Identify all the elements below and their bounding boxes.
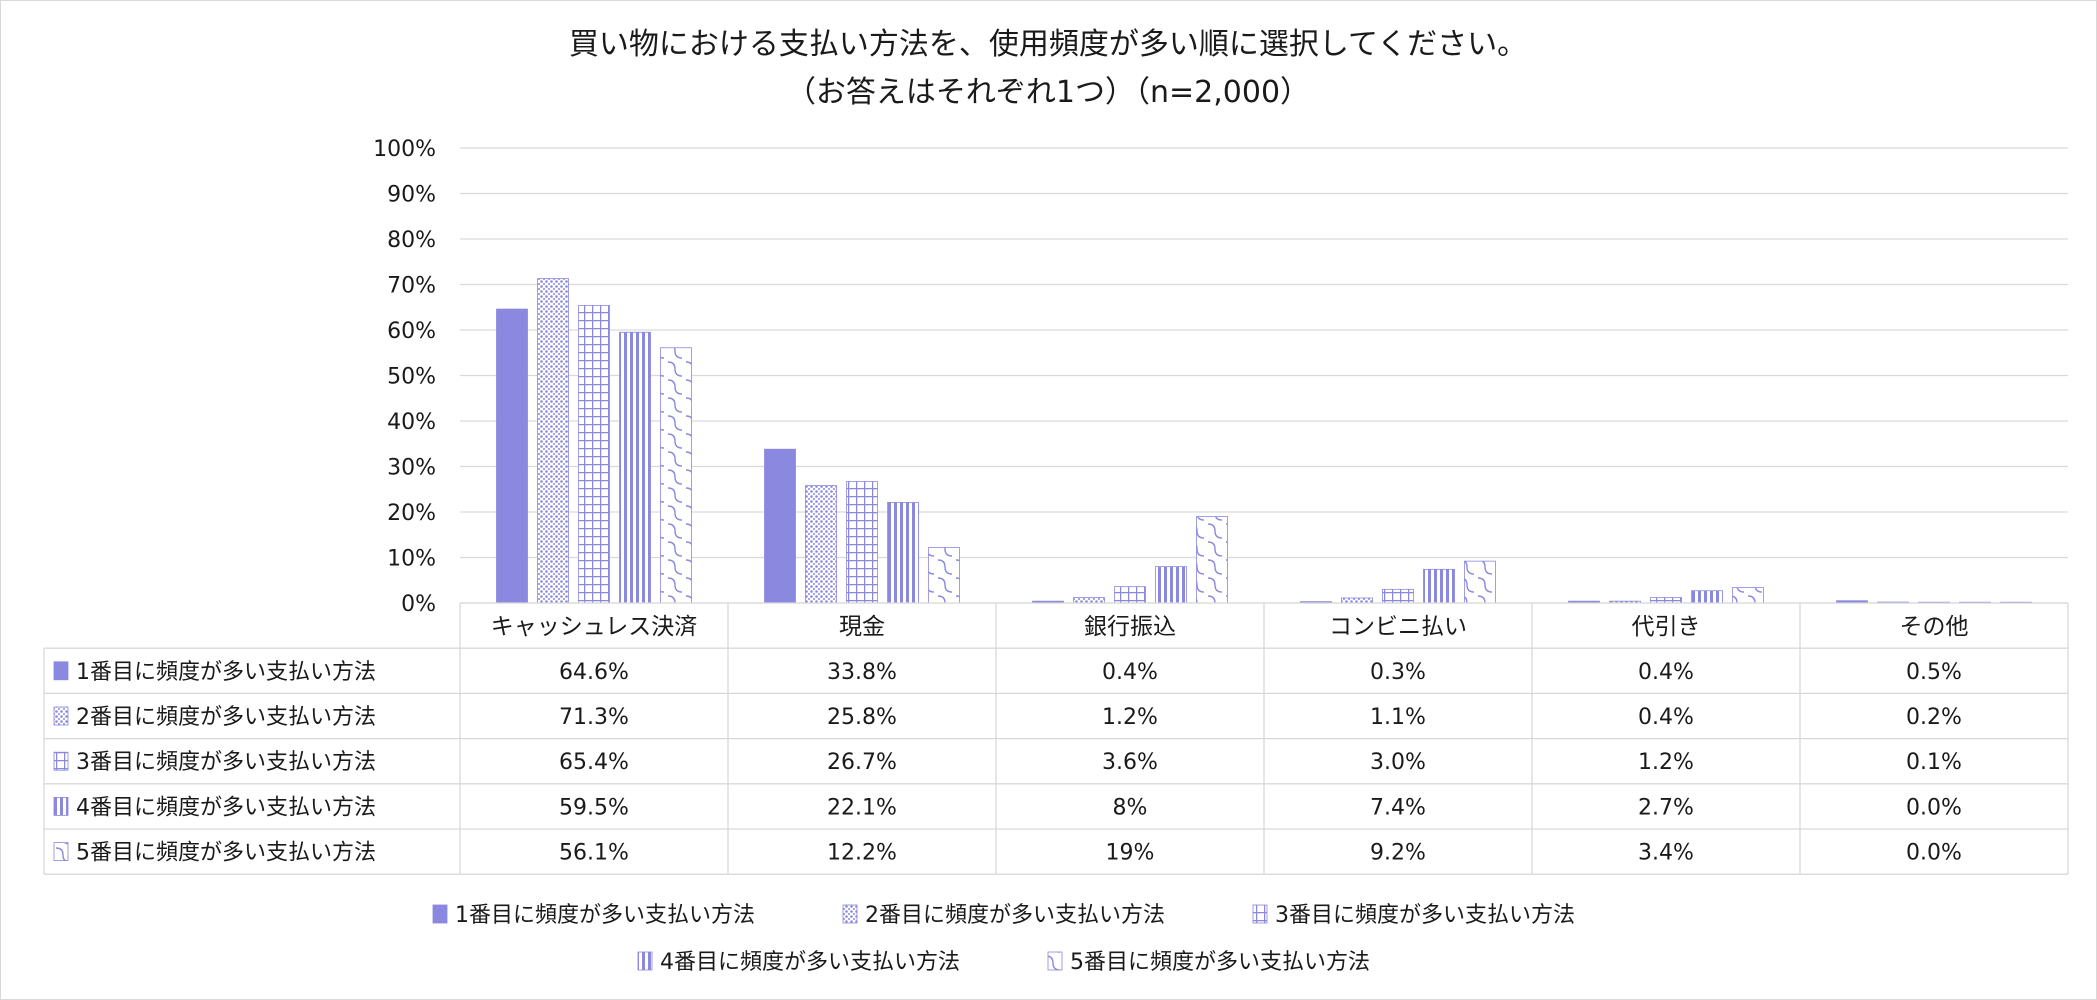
series-row-label: 5番目に頻度が多い支払い方法 <box>76 841 376 866</box>
legend-key <box>53 661 69 681</box>
bar <box>619 331 651 604</box>
bar <box>1382 588 1414 604</box>
category-label: 現金 <box>839 614 885 640</box>
y-tick-label: 60% <box>387 319 436 344</box>
data-label: 0.4% <box>1638 660 1694 685</box>
bar <box>537 278 569 604</box>
data-label: 56.1% <box>559 841 629 866</box>
y-tick-label: 50% <box>387 365 436 390</box>
data-label: 65.4% <box>559 750 629 775</box>
data-label: 59.5% <box>559 795 629 820</box>
data-label: 0.4% <box>1638 705 1694 730</box>
series-row-label: 3番目に頻度が多い支払い方法 <box>76 750 376 775</box>
data-label: 22.1% <box>827 795 897 820</box>
bar <box>846 481 878 604</box>
data-label: 3.6% <box>1102 750 1158 775</box>
y-axis-ticks: 0% 10% 20% 30% 40% 50% 60% 70% 80% 90% 100% <box>373 137 436 617</box>
bar <box>1073 597 1105 604</box>
y-tick-label: 30% <box>387 456 436 481</box>
data-label: 3.4% <box>1638 841 1694 866</box>
legend: 1番目に頻度が多い支払い方法 2番目に頻度が多い支払い方法 3番目に頻度が多い支払い… <box>432 903 1575 975</box>
data-label: 8% <box>1113 795 1148 820</box>
legend-item-label: 5番目に頻度が多い支払い方法 <box>1070 950 1370 975</box>
data-label: 0.3% <box>1370 660 1426 685</box>
category-label: 代引き <box>1632 614 1701 640</box>
bars <box>496 278 2032 604</box>
legend-key <box>842 904 858 924</box>
bar <box>1114 586 1146 604</box>
legend-item-label: 4番目に頻度が多い支払い方法 <box>660 950 960 975</box>
data-label: 2.7% <box>1638 795 1694 820</box>
bar <box>1732 587 1764 604</box>
bar <box>1341 597 1373 604</box>
data-label: 1.1% <box>1370 705 1426 730</box>
bar <box>578 305 610 604</box>
legend-key <box>53 706 69 726</box>
category-label: キャッシュレス決済 <box>491 614 698 640</box>
legend-item-label: 2番目に頻度が多い支払い方法 <box>865 903 1165 928</box>
legend-key <box>637 951 653 971</box>
legend-item-label: 3番目に頻度が多い支払い方法 <box>1275 903 1575 928</box>
bar <box>1423 568 1455 604</box>
bar <box>1691 590 1723 604</box>
bar <box>660 347 692 604</box>
data-label: 71.3% <box>559 705 629 730</box>
data-label: 64.6% <box>559 660 629 685</box>
bar <box>1464 560 1496 604</box>
bar <box>1155 566 1187 604</box>
y-tick-label: 40% <box>387 410 436 435</box>
legend-key <box>53 751 69 771</box>
series-row-label: 1番目に頻度が多い支払い方法 <box>76 660 376 685</box>
bar <box>887 502 919 604</box>
chart-title: 買い物における支払い方法を、使用頻度が多い順に選択してください。 <box>569 27 1527 62</box>
data-label: 1.2% <box>1102 705 1158 730</box>
data-label: 26.7% <box>827 750 897 775</box>
y-tick-label: 80% <box>387 228 436 253</box>
data-label: 33.8% <box>827 660 897 685</box>
data-label: 0.2% <box>1906 705 1962 730</box>
y-tick-label: 10% <box>387 547 436 572</box>
data-label: 0.0% <box>1906 795 1962 820</box>
bar <box>1650 597 1682 604</box>
legend-key <box>1047 951 1063 971</box>
category-label: 銀行振込 <box>1084 614 1176 640</box>
data-label: 9.2% <box>1370 841 1426 866</box>
legend-key <box>53 797 69 816</box>
y-tick-label: 20% <box>387 501 436 526</box>
category-label: コンビニ払い <box>1329 614 1467 640</box>
bar <box>764 448 796 604</box>
data-label: 0.4% <box>1102 660 1158 685</box>
legend-key <box>1252 904 1268 924</box>
series-row-label: 2番目に頻度が多い支払い方法 <box>76 705 376 730</box>
bar <box>928 547 960 604</box>
y-tick-label: 90% <box>387 183 436 208</box>
data-label: 1.2% <box>1638 750 1694 775</box>
gridlines <box>460 147 2068 604</box>
data-label: 0.5% <box>1906 660 1962 685</box>
data-label: 12.2% <box>827 841 897 866</box>
data-label: 19% <box>1106 841 1155 866</box>
legend-key <box>53 842 69 861</box>
data-label: 0.1% <box>1906 750 1962 775</box>
data-label: 3.0% <box>1370 750 1426 775</box>
series-row-label: 4番目に頻度が多い支払い方法 <box>76 795 376 820</box>
y-tick-label: 0% <box>401 592 436 617</box>
y-tick-label: 100% <box>373 137 436 162</box>
bar <box>1196 516 1228 604</box>
bar <box>496 308 528 604</box>
category-label: その他 <box>1900 614 1969 640</box>
legend-key <box>432 904 448 924</box>
data-label: 7.4% <box>1370 795 1426 820</box>
data-label: 0.0% <box>1906 841 1962 866</box>
data-table: キャッシュレス決済 現金 銀行振込 コンビニ払い 代引き その他 1番目に頻度が多い支払い方… <box>43 602 2069 875</box>
bar <box>805 485 837 604</box>
data-label: 25.8% <box>827 705 897 730</box>
legend-item-label: 1番目に頻度が多い支払い方法 <box>455 903 755 928</box>
chart-subtitle: （お答えはそれぞれ1つ）（n=2,000） <box>786 75 1310 110</box>
y-tick-label: 70% <box>387 274 436 299</box>
